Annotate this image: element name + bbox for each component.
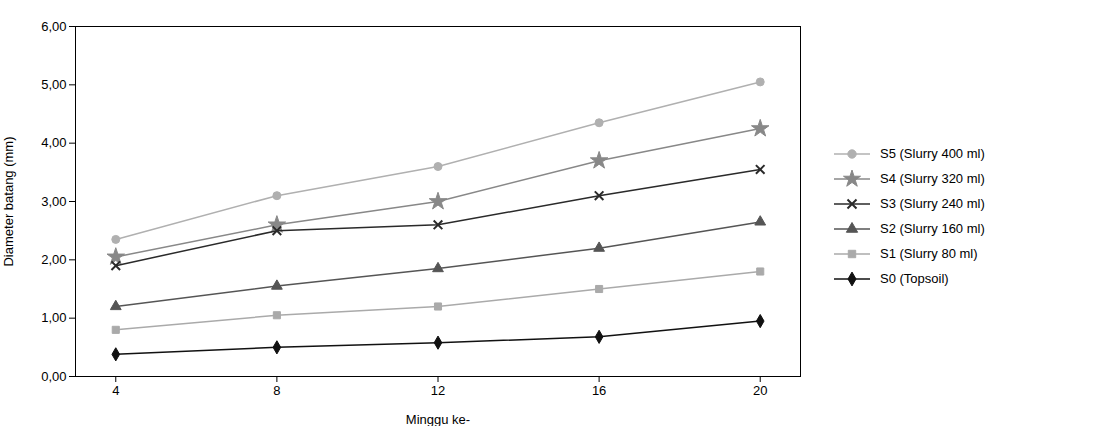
html-text:S3 (Slurry 240 ml): S3 (Slurry 240 ml) <box>880 196 985 211</box>
html-text:S2 (Slurry 160 ml): S2 (Slurry 160 ml) <box>880 221 985 236</box>
svg-text:3,00: 3,00 <box>41 194 66 209</box>
svg-text:4: 4 <box>112 383 119 398</box>
html-text:S1 (Slurry 80 ml): S1 (Slurry 80 ml) <box>880 246 978 261</box>
svg-text:6,00: 6,00 <box>41 19 66 34</box>
svg-text:Diameter batang (mm): Diameter batang (mm) <box>1 136 16 266</box>
svg-text:0,00: 0,00 <box>41 369 66 384</box>
svg-text:5,00: 5,00 <box>41 77 66 92</box>
html-text:S5 (Slurry 400 ml): S5 (Slurry 400 ml) <box>880 146 985 161</box>
svg-text:20: 20 <box>753 383 767 398</box>
svg-text:Minggu ke-: Minggu ke- <box>406 412 470 427</box>
svg-text:8: 8 <box>273 383 280 398</box>
svg-text:4,00: 4,00 <box>41 135 66 150</box>
html-text:S0 (Topsoil): S0 (Topsoil) <box>880 271 949 286</box>
html-text:S4 (Slurry 320 ml): S4 (Slurry 320 ml) <box>880 171 985 186</box>
svg-text:16: 16 <box>592 383 606 398</box>
svg-text:12: 12 <box>431 383 445 398</box>
svg-text:2,00: 2,00 <box>41 252 66 267</box>
svg-text:1,00: 1,00 <box>41 310 66 325</box>
